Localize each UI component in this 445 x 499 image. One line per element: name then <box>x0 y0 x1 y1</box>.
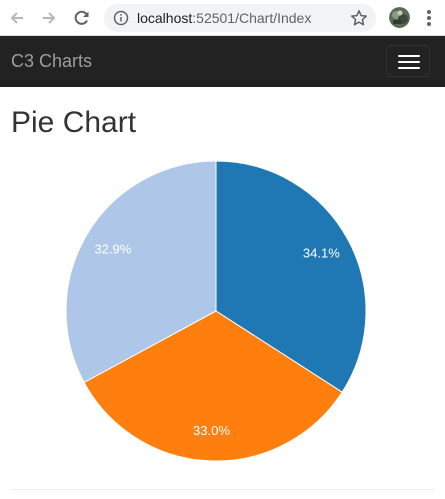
reload-icon <box>74 10 89 25</box>
address-bar[interactable]: localhost:52501/Chart/Index <box>104 4 376 32</box>
back-button[interactable] <box>5 6 29 30</box>
pie-chart: 34.1% 33.0% 32.9% <box>65 160 367 462</box>
profile-avatar[interactable] <box>389 7 410 28</box>
star-icon[interactable] <box>350 9 368 27</box>
divider <box>11 489 434 490</box>
hamburger-icon-bar <box>398 61 420 63</box>
pie-slice-label-2: 32.9% <box>94 242 131 257</box>
pie-slice-1[interactable] <box>83 310 343 462</box>
pie-slice-0[interactable] <box>215 160 367 393</box>
browser-toolbar: localhost:52501/Chart/Index <box>0 0 445 36</box>
page-title: Pie Chart <box>11 106 137 139</box>
url-path: :52501/Chart/Index <box>192 10 312 26</box>
navbar-toggle-button[interactable] <box>386 45 430 77</box>
forward-button[interactable] <box>37 6 61 30</box>
avatar-image <box>389 7 410 28</box>
navbar-brand[interactable]: C3 Charts <box>11 51 93 71</box>
hamburger-icon-bar <box>398 67 420 69</box>
navbar: C3 Charts <box>0 36 445 87</box>
pie-slice-label-0: 34.1% <box>303 246 340 261</box>
info-icon[interactable] <box>113 10 129 26</box>
url-host: localhost <box>137 10 193 26</box>
pie-slice-label-1: 33.0% <box>193 423 230 438</box>
url-text[interactable]: localhost:52501/Chart/Index <box>137 10 311 26</box>
vertical-dots-icon[interactable] <box>419 6 439 30</box>
hamburger-icon <box>398 55 420 57</box>
reload-button[interactable] <box>70 6 94 30</box>
arrow-right-icon <box>43 12 56 24</box>
arrow-left-icon <box>10 12 23 24</box>
pie-slice-2[interactable] <box>65 160 217 384</box>
